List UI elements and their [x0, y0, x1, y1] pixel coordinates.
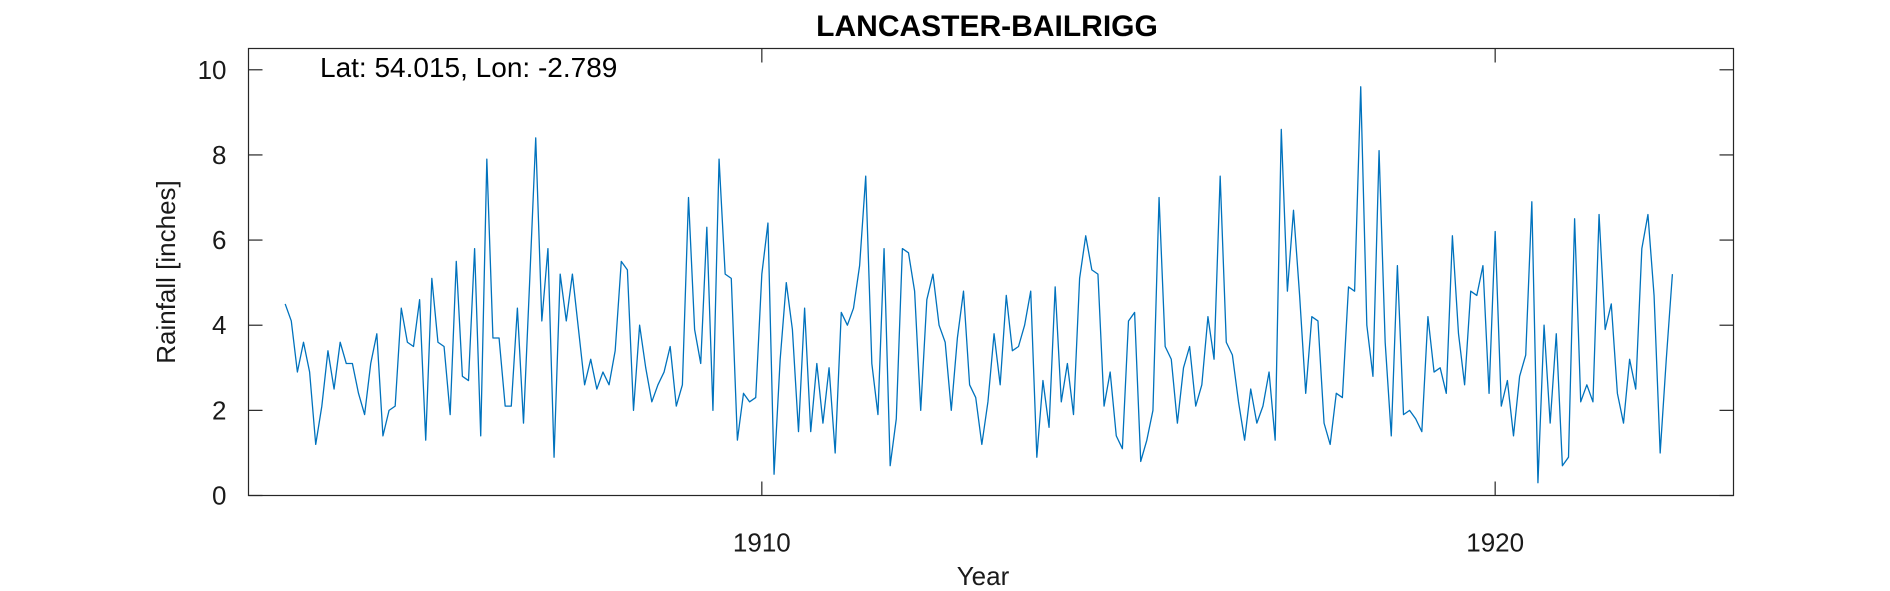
x-tick-label: 1910: [733, 528, 791, 558]
y-axis-ticks: 0 2 4 6 8 10: [198, 55, 1734, 511]
x-axis-label: Year: [957, 561, 1010, 591]
station-coordinates-annotation: Lat: 54.015, Lon: -2.789: [320, 52, 617, 83]
y-tick-label: 0: [212, 481, 226, 511]
chart-title: LANCASTER-BAILRIGG: [816, 10, 1158, 43]
y-tick-label: 10: [198, 55, 227, 85]
y-tick-label: 8: [212, 140, 226, 170]
rainfall-series-line: [284, 86, 1674, 484]
y-tick-label: 6: [212, 225, 226, 255]
y-tick-label: 4: [212, 310, 226, 340]
plot-area-frame: [247, 47, 1735, 497]
x-tick-label: 1920: [1466, 528, 1524, 558]
x-axis-ticks: 1910 1920: [733, 48, 1524, 558]
y-tick-label: 2: [212, 395, 226, 425]
y-axis-label: Rainfall [inches]: [151, 180, 181, 364]
